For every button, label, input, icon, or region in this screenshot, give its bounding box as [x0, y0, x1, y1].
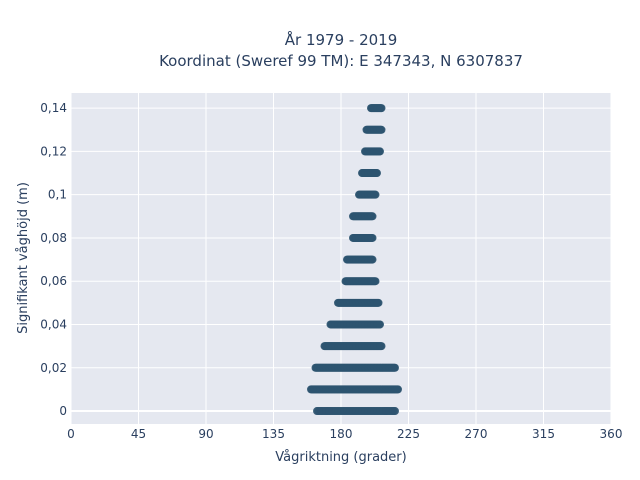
data-point	[368, 255, 377, 264]
data-point	[376, 320, 384, 329]
data-point	[325, 407, 333, 416]
x-tick-label: 135	[262, 427, 285, 441]
data-point	[376, 147, 384, 156]
y-tick-label: 0	[59, 404, 67, 418]
x-tick-label: 0	[67, 427, 75, 441]
chart-subtitle: Koordinat (Sweref 99 TM): E 347343, N 63…	[159, 52, 523, 70]
y-axis-ticks: 0 0,02 0,04 0,06 0,08 0,1 0,12 0,14	[40, 101, 67, 418]
data-point	[373, 169, 381, 178]
data-point	[391, 363, 399, 372]
chart-title: År 1979 - 2019	[285, 30, 398, 49]
data-point	[368, 212, 377, 221]
x-tick-label: 225	[397, 427, 420, 441]
data-point	[374, 298, 383, 307]
data-point	[371, 190, 380, 199]
y-tick-label: 0,14	[40, 101, 67, 115]
y-axis-title: Signifikant våghöjd (m)	[16, 182, 31, 334]
x-tick-label: 270	[465, 427, 488, 441]
data-point	[377, 125, 386, 134]
x-tick-label: 45	[131, 427, 146, 441]
x-tick-label: 360	[600, 427, 623, 441]
x-axis-title: Vågriktning (grader)	[275, 450, 406, 465]
y-tick-label: 0,12	[40, 144, 67, 158]
y-tick-label: 0,06	[40, 274, 67, 288]
x-tick-label: 180	[330, 427, 353, 441]
y-tick-label: 0,04	[40, 317, 67, 331]
y-tick-label: 0,08	[40, 231, 67, 245]
data-point	[377, 342, 386, 351]
data-point	[377, 104, 386, 113]
data-point	[371, 277, 380, 286]
data-point	[391, 407, 399, 416]
x-tick-label: 90	[198, 427, 213, 441]
y-tick-label: 0,02	[40, 361, 67, 375]
y-tick-label: 0,1	[48, 188, 67, 202]
x-axis-ticks: 0 45 90 135 180 225 270 315 360	[67, 427, 622, 441]
data-point	[394, 385, 402, 394]
data-point	[368, 233, 377, 242]
x-tick-label: 315	[532, 427, 555, 441]
data-point	[382, 407, 390, 416]
data-points	[307, 104, 402, 416]
